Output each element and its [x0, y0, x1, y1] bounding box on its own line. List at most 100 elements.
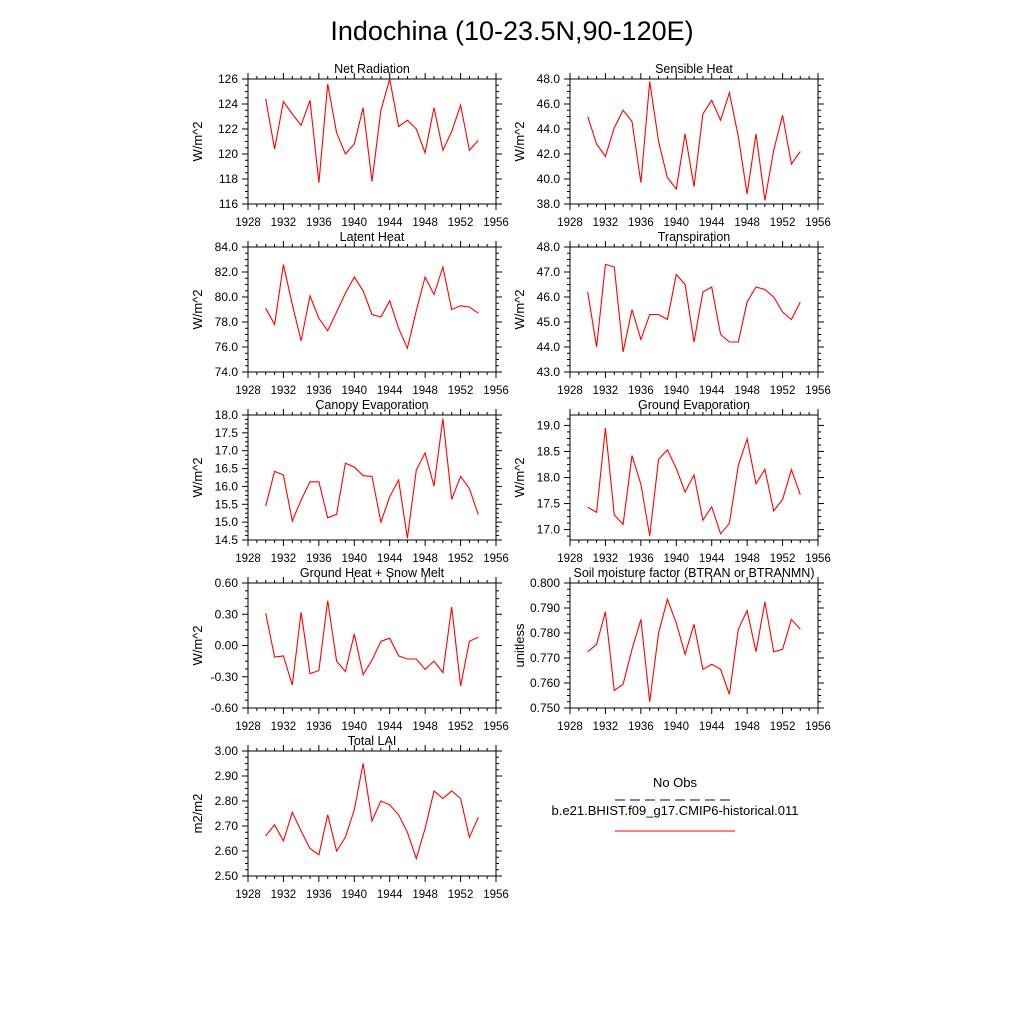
x-tick-label: 1948 [734, 553, 760, 565]
x-tick-label: 1940 [341, 889, 367, 901]
y-axis-label: W/m^2 [512, 121, 527, 161]
y-tick-label: 2.70 [215, 819, 239, 833]
x-tick-label: 1932 [271, 889, 297, 901]
plot-frame [247, 582, 497, 709]
y-tick-label: 124 [218, 97, 238, 111]
plot-frame [247, 78, 497, 205]
x-tick-label: 1932 [593, 553, 619, 565]
panel-title: Latent Heat [340, 230, 405, 244]
x-tick-label: 1948 [734, 385, 760, 397]
x-tick-label: 1940 [663, 217, 689, 229]
legend: No Obs b.e21.BHIST.f09_g17.CMIP6-historic… [552, 775, 798, 832]
x-tick-label: 1948 [412, 889, 438, 901]
y-tick-label: 2.60 [215, 844, 239, 858]
panel-3: Latent Heat W/m^2 1928 1932 1936 1940 1944 1948… [190, 230, 509, 397]
x-tick-label: 1948 [734, 721, 760, 733]
x-tick-label: 1940 [663, 385, 689, 397]
series-line [265, 763, 479, 861]
y-tick-label: 42.0 [537, 147, 561, 161]
y-tick-label: 16.0 [215, 479, 239, 493]
x-tick-label: 1936 [628, 721, 654, 733]
y-tick-label: 82.0 [215, 265, 239, 279]
panel-title: Net Radiation [334, 62, 410, 76]
series-line [265, 78, 479, 183]
x-tick-label: 1936 [628, 553, 654, 565]
panel-4: Transpiration W/m^2 1928 1932 1936 1940 1944 19… [512, 230, 831, 397]
x-tick-label: 1936 [306, 217, 332, 229]
y-axis-label: W/m^2 [190, 289, 205, 329]
x-tick-label: 1952 [448, 553, 474, 565]
plot-frame [247, 750, 497, 877]
y-tick-label: 80.0 [215, 290, 239, 304]
plot-frame [569, 582, 819, 709]
y-tick-label: 15.0 [215, 515, 239, 529]
x-tick-label: 1936 [306, 889, 332, 901]
y-axis-label: unitless [512, 623, 527, 668]
x-tick-label: 1928 [235, 889, 261, 901]
panel-title: Canopy Evaporation [315, 398, 428, 412]
x-tick-label: 1932 [271, 553, 297, 565]
y-tick-label: 14.5 [215, 533, 239, 547]
y-tick-label: 15.5 [215, 497, 239, 511]
x-tick-label: 1932 [593, 721, 619, 733]
y-tick-label: 48.0 [537, 72, 561, 86]
x-tick-label: 1956 [483, 721, 509, 733]
y-tick-label: 0.750 [530, 701, 560, 715]
x-tick-label: 1928 [235, 217, 261, 229]
panels-group: Net Radiation W/m^2 1928 1932 1936 1940 1944 19… [190, 62, 831, 901]
y-tick-label: 78.0 [215, 315, 239, 329]
x-tick-label: 1940 [341, 217, 367, 229]
x-tick-label: 1944 [699, 721, 725, 733]
y-tick-label: 45.0 [537, 315, 561, 329]
y-tick-label: 46.0 [537, 97, 561, 111]
y-tick-label: 74.0 [215, 365, 239, 379]
panel-2: Sensible Heat W/m^2 1928 1932 1936 1940 1944 19… [512, 62, 831, 229]
y-tick-label: 0.780 [530, 626, 560, 640]
x-tick-label: 1948 [412, 721, 438, 733]
y-tick-label: 18.0 [215, 408, 239, 422]
series-line [587, 427, 801, 536]
x-tick-label: 1956 [483, 889, 509, 901]
x-tick-label: 1940 [341, 385, 367, 397]
x-tick-label: 1948 [412, 553, 438, 565]
series-line [265, 264, 479, 350]
y-axis-label: W/m^2 [190, 625, 205, 665]
panel-1: Net Radiation W/m^2 1928 1932 1936 1940 1944 19… [190, 62, 509, 229]
x-tick-label: 1948 [734, 217, 760, 229]
x-tick-label: 1940 [663, 553, 689, 565]
y-tick-label: 3.00 [215, 744, 239, 758]
y-tick-label: 126 [218, 72, 238, 86]
y-tick-label: 84.0 [215, 240, 239, 254]
x-tick-label: 1956 [805, 385, 831, 397]
series-line [587, 81, 801, 201]
y-tick-label: 18.5 [537, 444, 561, 458]
x-tick-label: 1928 [235, 721, 261, 733]
y-tick-label: 120 [218, 147, 238, 161]
y-axis-label: m2/m2 [190, 794, 205, 834]
series-line [265, 600, 479, 687]
x-tick-label: 1948 [412, 217, 438, 229]
y-tick-label: 17.5 [537, 497, 561, 511]
x-tick-label: 1928 [557, 385, 583, 397]
x-tick-label: 1956 [805, 553, 831, 565]
y-tick-label: 48.0 [537, 240, 561, 254]
y-tick-label: 17.5 [215, 426, 239, 440]
x-tick-label: 1928 [235, 385, 261, 397]
x-tick-label: 1928 [235, 553, 261, 565]
y-axis-label: W/m^2 [190, 121, 205, 161]
y-tick-label: -0.30 [211, 670, 239, 684]
y-tick-label: 17.0 [537, 523, 561, 537]
panel-title: Transpiration [658, 230, 731, 244]
x-tick-label: 1952 [770, 385, 796, 397]
y-tick-label: 0.770 [530, 651, 560, 665]
x-tick-label: 1940 [341, 553, 367, 565]
x-tick-label: 1932 [271, 217, 297, 229]
y-tick-label: 46.0 [537, 290, 561, 304]
y-tick-label: 0.60 [215, 576, 239, 590]
panel-9: Total LAI m2/m2 1928 1932 1936 1940 1944 1948 19… [190, 734, 509, 901]
panel-7: Ground Heat + Snow Melt W/m^2 1928 1932 1936… [190, 566, 509, 733]
x-tick-label: 1928 [557, 217, 583, 229]
x-tick-label: 1952 [448, 721, 474, 733]
y-tick-label: 47.0 [537, 265, 561, 279]
